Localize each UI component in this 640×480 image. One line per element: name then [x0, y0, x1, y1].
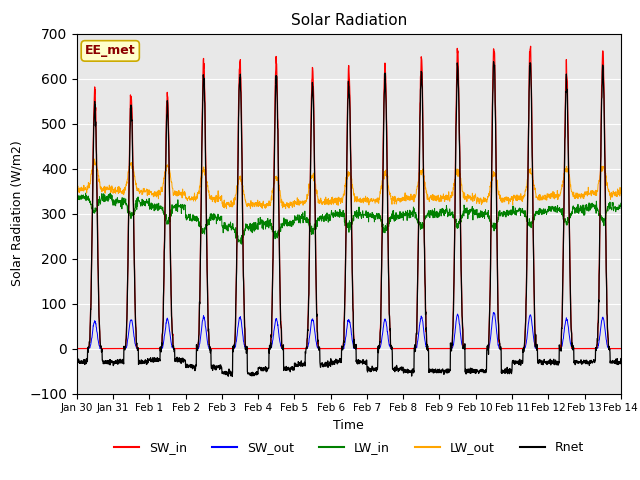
SW_in: [376, 327, 384, 333]
SW_out: [490, 310, 498, 315]
Rnet: [490, 59, 497, 65]
LW_out: [508, 195, 515, 201]
LW_in: [225, 221, 232, 227]
LW_out: [73, 186, 81, 192]
LW_out: [617, 190, 625, 196]
Rnet: [225, 369, 232, 375]
Rnet: [617, 356, 625, 361]
LW_out: [570, 194, 577, 200]
Line: SW_in: SW_in: [77, 46, 621, 348]
X-axis label: Time: Time: [333, 419, 364, 432]
LW_in: [570, 203, 577, 209]
LW_out: [90, 156, 98, 162]
Rnet: [570, 344, 577, 350]
SW_in: [569, 346, 577, 351]
SW_in: [527, 43, 534, 49]
SW_in: [584, 346, 592, 351]
Rnet: [228, 373, 236, 379]
SW_out: [569, 346, 577, 351]
SW_in: [73, 346, 81, 351]
SW_out: [365, 346, 372, 351]
Legend: SW_in, SW_out, LW_in, LW_out, Rnet: SW_in, SW_out, LW_in, LW_out, Rnet: [109, 436, 589, 459]
Line: LW_in: LW_in: [77, 193, 621, 244]
LW_out: [282, 206, 289, 212]
LW_out: [365, 202, 372, 208]
LW_in: [584, 205, 592, 211]
SW_out: [225, 346, 232, 351]
SW_out: [376, 344, 384, 350]
Line: Rnet: Rnet: [77, 62, 621, 376]
LW_in: [82, 190, 90, 196]
Y-axis label: Solar Radiation (W/m2): Solar Radiation (W/m2): [10, 141, 24, 287]
SW_in: [507, 346, 515, 351]
SW_out: [617, 346, 625, 351]
SW_in: [617, 346, 625, 351]
LW_out: [377, 186, 385, 192]
Rnet: [376, 328, 384, 334]
SW_in: [225, 346, 232, 351]
Rnet: [73, 359, 81, 365]
Line: SW_out: SW_out: [77, 312, 621, 348]
SW_out: [584, 346, 592, 351]
Line: LW_out: LW_out: [77, 159, 621, 209]
LW_out: [225, 199, 232, 205]
LW_in: [377, 214, 385, 220]
LW_out: [584, 184, 592, 190]
LW_in: [617, 200, 625, 206]
LW_in: [73, 194, 81, 200]
SW_in: [365, 346, 372, 351]
SW_out: [73, 346, 81, 351]
Rnet: [584, 360, 592, 365]
Rnet: [508, 369, 515, 375]
LW_in: [508, 212, 515, 218]
LW_in: [237, 241, 245, 247]
SW_out: [507, 346, 515, 351]
LW_in: [365, 212, 372, 218]
Rnet: [365, 367, 372, 373]
Title: Solar Radiation: Solar Radiation: [291, 13, 407, 28]
Text: EE_met: EE_met: [85, 44, 136, 58]
